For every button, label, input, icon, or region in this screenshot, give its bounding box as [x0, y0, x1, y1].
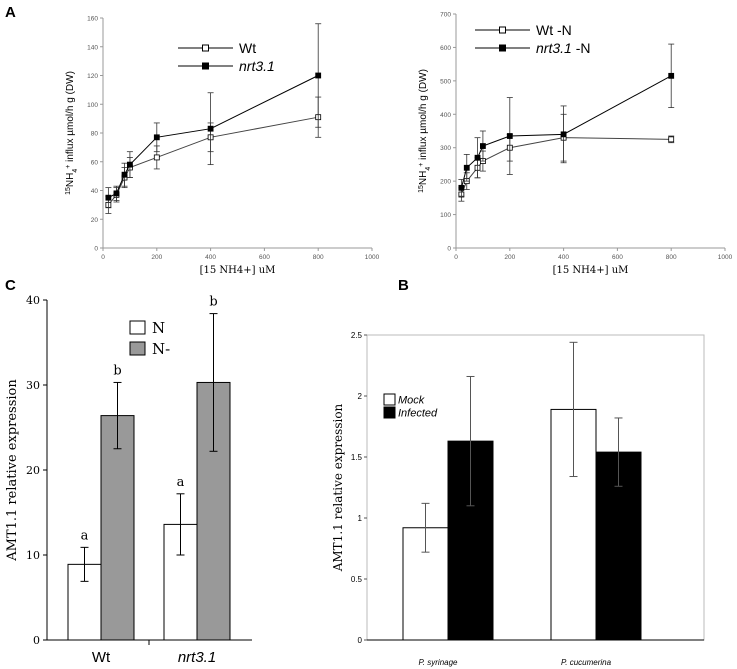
data-point: [458, 184, 465, 191]
y-tick-label: 1: [358, 514, 363, 523]
x-tick-label: 400: [205, 254, 216, 261]
x-tick-label: 200: [504, 254, 515, 261]
legend-label-0: N: [152, 319, 165, 337]
data-point: [207, 125, 214, 132]
y-tick-label: 2: [358, 392, 363, 401]
data-point: [463, 164, 470, 171]
y-tick-label: 200: [440, 179, 451, 186]
y-tick-label: 0: [447, 246, 451, 253]
data-point: [668, 72, 675, 79]
x-tick-label: 400: [558, 254, 569, 261]
legend-marker-1: [202, 62, 209, 70]
bar: [100, 415, 135, 641]
legend-marker-0: [499, 26, 506, 34]
series-line-0: [460, 137, 672, 195]
x-tick-label: 0: [101, 254, 105, 261]
y-tick-label: 100: [440, 212, 451, 219]
y-tick-label: 1.5: [351, 453, 363, 462]
data-point: [121, 171, 128, 178]
x-tick-label: 800: [313, 254, 324, 261]
legend-swatch-0: [129, 320, 146, 335]
legend-label-1: N-: [152, 340, 170, 358]
y-tick-label: 30: [26, 379, 40, 392]
data-point: [153, 134, 160, 141]
y-axis-label: 15NH4+ influx µmol/h g (DW): [418, 69, 432, 193]
data-point: [153, 154, 160, 161]
y-tick-label: 0: [358, 636, 363, 645]
y-tick-label: 0: [94, 246, 98, 253]
panel-label-b: B: [398, 277, 409, 294]
y-axis-label: 15NH4+ influx µmol/h g (DW): [65, 71, 79, 195]
x-tick-label: 600: [612, 254, 623, 261]
category-label: Wt: [92, 649, 111, 666]
data-point: [315, 72, 322, 79]
y-tick-label: 20: [91, 217, 99, 224]
y-tick-label: 160: [87, 16, 98, 23]
x-axis-label: [15 NH4+] uM: [553, 265, 629, 276]
legend-label-0: Mock: [398, 395, 425, 407]
significance-letter: b: [113, 363, 121, 378]
legend-label-0: Wt -N: [536, 22, 572, 38]
y-tick-label: 40: [26, 294, 40, 307]
y-tick-label: 10: [26, 549, 40, 562]
category-label: P. syrinage: [419, 658, 459, 667]
legend-swatch-0: [383, 393, 396, 406]
category-label: P. cucumerina: [561, 658, 612, 667]
panel-label-c: C: [5, 277, 16, 294]
x-tick-label: 600: [259, 254, 270, 261]
significance-letter: a: [177, 475, 185, 490]
legend-label-1: nrt3.1: [239, 58, 275, 74]
y-tick-label: 2.5: [351, 331, 363, 340]
chart-a-minus-n: 0 100 200 300 400 500 600 700 0 200 400 600 800 1000 […: [418, 12, 733, 277]
data-point: [127, 161, 133, 168]
legend-label-1: Infected: [398, 408, 438, 420]
data-point: [113, 190, 120, 197]
y-tick-label: 0.5: [351, 575, 363, 584]
x-tick-label: 1000: [365, 254, 380, 261]
legend-swatch-1: [129, 341, 146, 356]
chart-b-bars: 0 0.5 1 1.5 2 2.5 AMT1.1 relative expression P.…: [331, 331, 705, 667]
x-tick-label: 0: [454, 254, 458, 261]
legend-swatch-1: [383, 406, 396, 419]
y-tick-label: 600: [440, 45, 451, 52]
y-tick-label: 140: [87, 44, 98, 51]
y-tick-label: 500: [440, 78, 451, 85]
data-point: [474, 154, 481, 161]
legend-label-1: nrt3.1 -N: [536, 40, 590, 56]
data-point: [479, 143, 486, 149]
y-tick-label: 0: [33, 634, 40, 647]
chart-c-bars: 0 10 20 30 40 AMT1.1 relative expression Wt nrt…: [5, 294, 252, 666]
significance-letter: b: [209, 295, 217, 310]
data-point: [560, 131, 567, 138]
significance-letter: a: [81, 528, 89, 543]
legend-label-0: Wt: [239, 40, 256, 56]
x-tick-label: 800: [666, 254, 677, 261]
y-tick-label: 40: [91, 188, 99, 195]
data-point: [668, 136, 675, 143]
y-tick-label: 300: [440, 145, 451, 152]
y-tick-label: 100: [87, 102, 98, 109]
x-axis-label: [15 NH4+] uM: [200, 265, 276, 276]
y-tick-label: 700: [440, 12, 451, 19]
x-tick-label: 200: [151, 254, 162, 261]
y-tick-label: 60: [91, 159, 99, 166]
data-point: [105, 194, 112, 201]
y-tick-label: 400: [440, 112, 451, 119]
y-axis-label: AMT1.1 relative expression: [331, 403, 345, 572]
chart-a-wt: 0 20 40 60 80 100 120 140 160 0 200 400 600 800 1000 [1…: [65, 16, 380, 277]
y-axis-label: AMT1.1 relative expression: [5, 379, 20, 562]
y-tick-label: 120: [87, 73, 98, 80]
panel-label-a: A: [5, 4, 16, 21]
x-tick-label: 1000: [718, 254, 733, 261]
legend-marker-1: [499, 44, 506, 52]
y-tick-label: 20: [26, 464, 40, 477]
y-tick-label: 80: [91, 131, 99, 138]
legend-marker-0: [202, 44, 209, 52]
category-label: nrt3.1: [178, 649, 216, 666]
data-point: [506, 133, 513, 139]
